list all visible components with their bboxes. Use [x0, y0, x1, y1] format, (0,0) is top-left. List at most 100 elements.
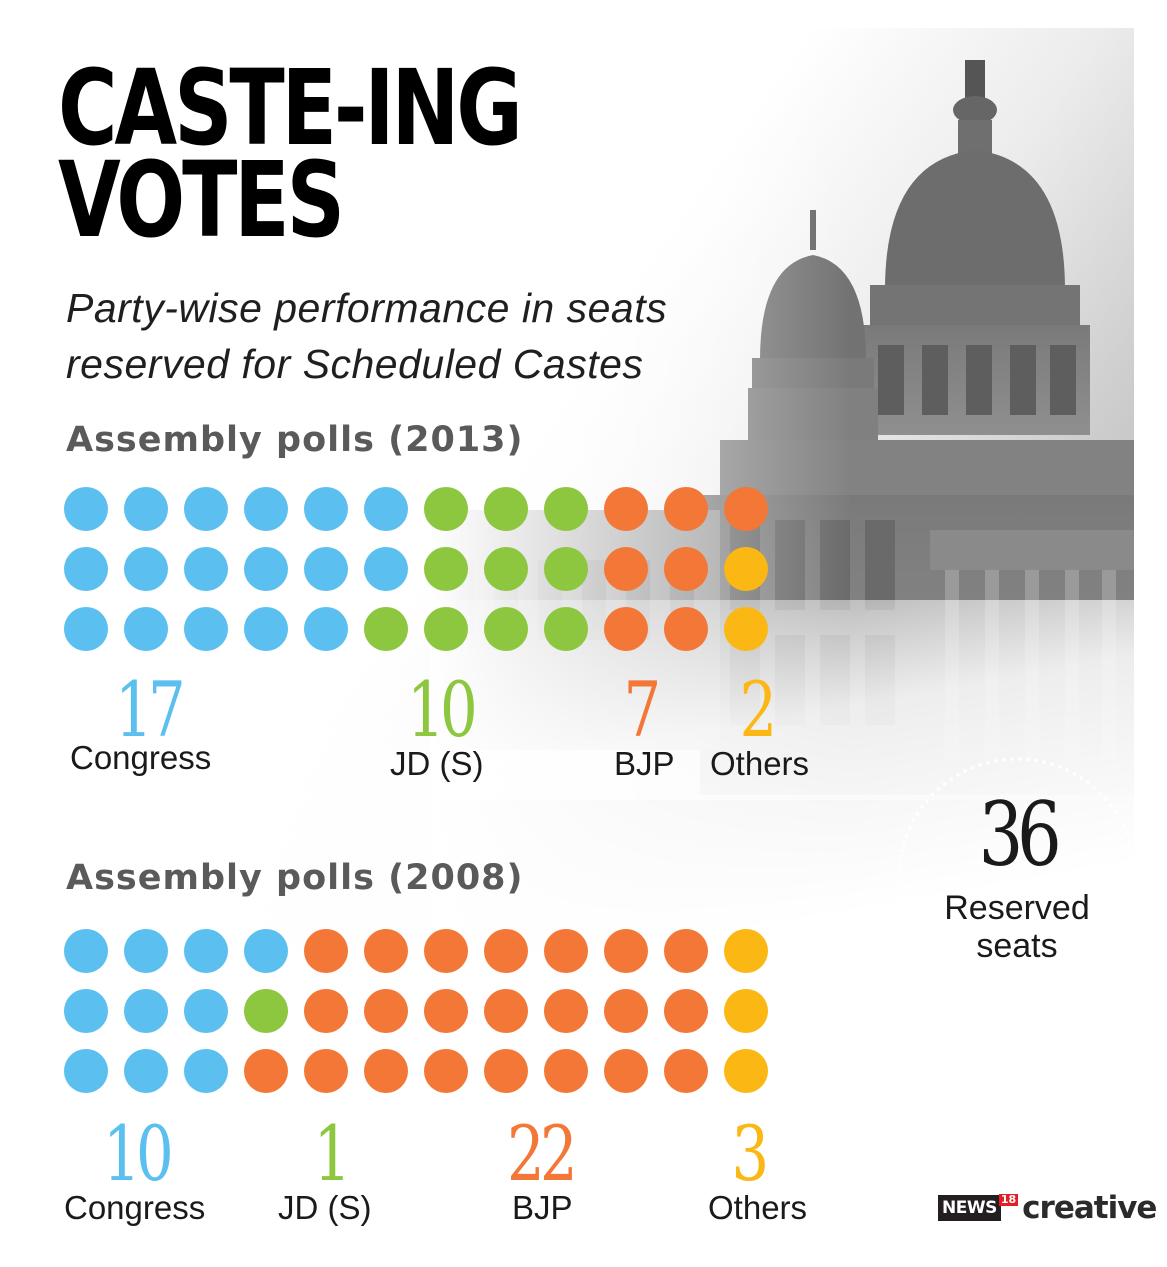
seat-dot-congress: [244, 929, 288, 973]
seat-dot-jd-s: [364, 607, 408, 651]
seat-dot-bjp: [424, 1049, 468, 1093]
seat-dot-bjp: [604, 607, 648, 651]
seat-dot-congress: [124, 607, 168, 651]
seat-dot-bjp: [364, 929, 408, 973]
seat-dot-bjp: [304, 1049, 348, 1093]
seat-dot-congress: [244, 487, 288, 531]
seat-dot-bjp: [364, 989, 408, 1033]
seat-dot-congress: [64, 547, 108, 591]
seat-dot-jd-s: [544, 547, 588, 591]
seat-dot-bjp: [484, 1049, 528, 1093]
title-line-1: CASTE-ING: [58, 47, 523, 169]
seat-dot-congress: [124, 1049, 168, 1093]
subtitle-line-2: reserved for Scheduled Castes: [66, 341, 644, 387]
seat-dot-bjp: [424, 929, 468, 973]
seat-dot-congress: [304, 487, 348, 531]
seat-dot-bjp: [604, 1049, 648, 1093]
lower-fade-overlay: [30, 600, 1134, 1240]
seat-dot-others: [724, 989, 768, 1033]
seat-dot-congress: [124, 547, 168, 591]
seat-dot-congress: [124, 989, 168, 1033]
seat-dot-congress: [184, 1049, 228, 1093]
seat-dot-bjp: [424, 989, 468, 1033]
seat-dot-bjp: [604, 989, 648, 1033]
label-others-2013: Others: [710, 745, 810, 782]
seat-dot-congress: [124, 929, 168, 973]
seat-dot-bjp: [604, 547, 648, 591]
seat-dot-congress: [64, 607, 108, 651]
title-line-2: VOTES: [58, 139, 345, 261]
seat-dot-others: [724, 607, 768, 651]
seat-dot-bjp: [484, 989, 528, 1033]
seat-dot-bjp: [544, 1049, 588, 1093]
logo-number: 18: [998, 1193, 1019, 1206]
seat-dot-jd-s: [244, 989, 288, 1033]
badge-label: Reserved seats: [895, 889, 1139, 965]
seat-dot-congress: [64, 487, 108, 531]
badge-value: 36: [978, 783, 1062, 886]
seat-dot-bjp: [364, 1049, 408, 1093]
seat-dot-congress: [184, 929, 228, 973]
seat-dot-congress: [184, 607, 228, 651]
count-others-2013: 2: [739, 665, 777, 754]
seat-dot-jd-s: [424, 487, 468, 531]
seat-dot-bjp: [664, 929, 708, 973]
seat-dot-bjp: [664, 607, 708, 651]
seat-dot-others: [724, 929, 768, 973]
seat-dot-congress: [184, 989, 228, 1033]
seat-dot-congress: [184, 547, 228, 591]
news18-creative-logo: NEWS 18 creative: [938, 1188, 1157, 1228]
count-bjp-2008: 22: [506, 1109, 578, 1198]
seat-dot-congress: [364, 487, 408, 531]
page-subtitle: Party-wise performance in seats reserved…: [66, 280, 667, 392]
seat-dot-jd-s: [544, 487, 588, 531]
seat-dot-bjp: [664, 547, 708, 591]
seat-dot-bjp: [604, 929, 648, 973]
seat-dot-jd-s: [424, 607, 468, 651]
dot-grid-2008: [64, 929, 770, 1095]
label-jds-2013: JD (S): [390, 745, 484, 782]
seat-dot-congress: [244, 547, 288, 591]
seat-dot-bjp: [664, 1049, 708, 1093]
dot-grid-2013: [64, 487, 770, 653]
badge-label-line-2: seats: [976, 927, 1058, 965]
seat-dot-others: [724, 547, 768, 591]
seat-dot-bjp: [244, 1049, 288, 1093]
count-jds-2013: 10: [406, 665, 478, 754]
reserved-seats-badge: 36 Reserved seats: [895, 755, 1139, 999]
badge-dotted-circle: [897, 757, 1137, 997]
seat-dot-others: [724, 1049, 768, 1093]
seat-dot-bjp: [304, 989, 348, 1033]
seat-dot-bjp: [484, 929, 528, 973]
logo-news: NEWS: [938, 1195, 1001, 1221]
seat-dot-jd-s: [484, 607, 528, 651]
badge-label-line-1: Reserved: [944, 889, 1090, 927]
seat-dot-congress: [304, 607, 348, 651]
seat-dot-congress: [64, 1049, 108, 1093]
seat-dot-congress: [64, 929, 108, 973]
seat-dot-congress: [184, 487, 228, 531]
seat-dot-jd-s: [484, 487, 528, 531]
seat-dot-congress: [364, 547, 408, 591]
count-congress-2013: 17: [114, 665, 186, 754]
count-bjp-2013: 7: [623, 665, 661, 754]
page-title: CASTE-ING VOTES: [58, 47, 523, 261]
label-bjp-2008: BJP: [512, 1189, 573, 1226]
seat-dot-bjp: [664, 989, 708, 1033]
count-jds-2008: 1: [313, 1109, 351, 1198]
seat-dot-bjp: [544, 929, 588, 973]
label-jds-2008: JD (S): [278, 1189, 372, 1226]
seat-dot-jd-s: [484, 547, 528, 591]
label-bjp-2013: BJP: [614, 745, 675, 782]
seat-dot-congress: [64, 989, 108, 1033]
seat-dot-bjp: [664, 487, 708, 531]
subtitle-line-1: Party-wise performance in seats: [66, 285, 668, 331]
seat-dot-bjp: [724, 487, 768, 531]
logo-creative: creative: [1022, 1190, 1157, 1226]
count-others-2008: 3: [731, 1109, 769, 1198]
seat-dot-congress: [304, 547, 348, 591]
label-congress-2013: Congress: [70, 739, 212, 776]
seat-dot-jd-s: [424, 547, 468, 591]
label-others-2008: Others: [708, 1189, 808, 1226]
